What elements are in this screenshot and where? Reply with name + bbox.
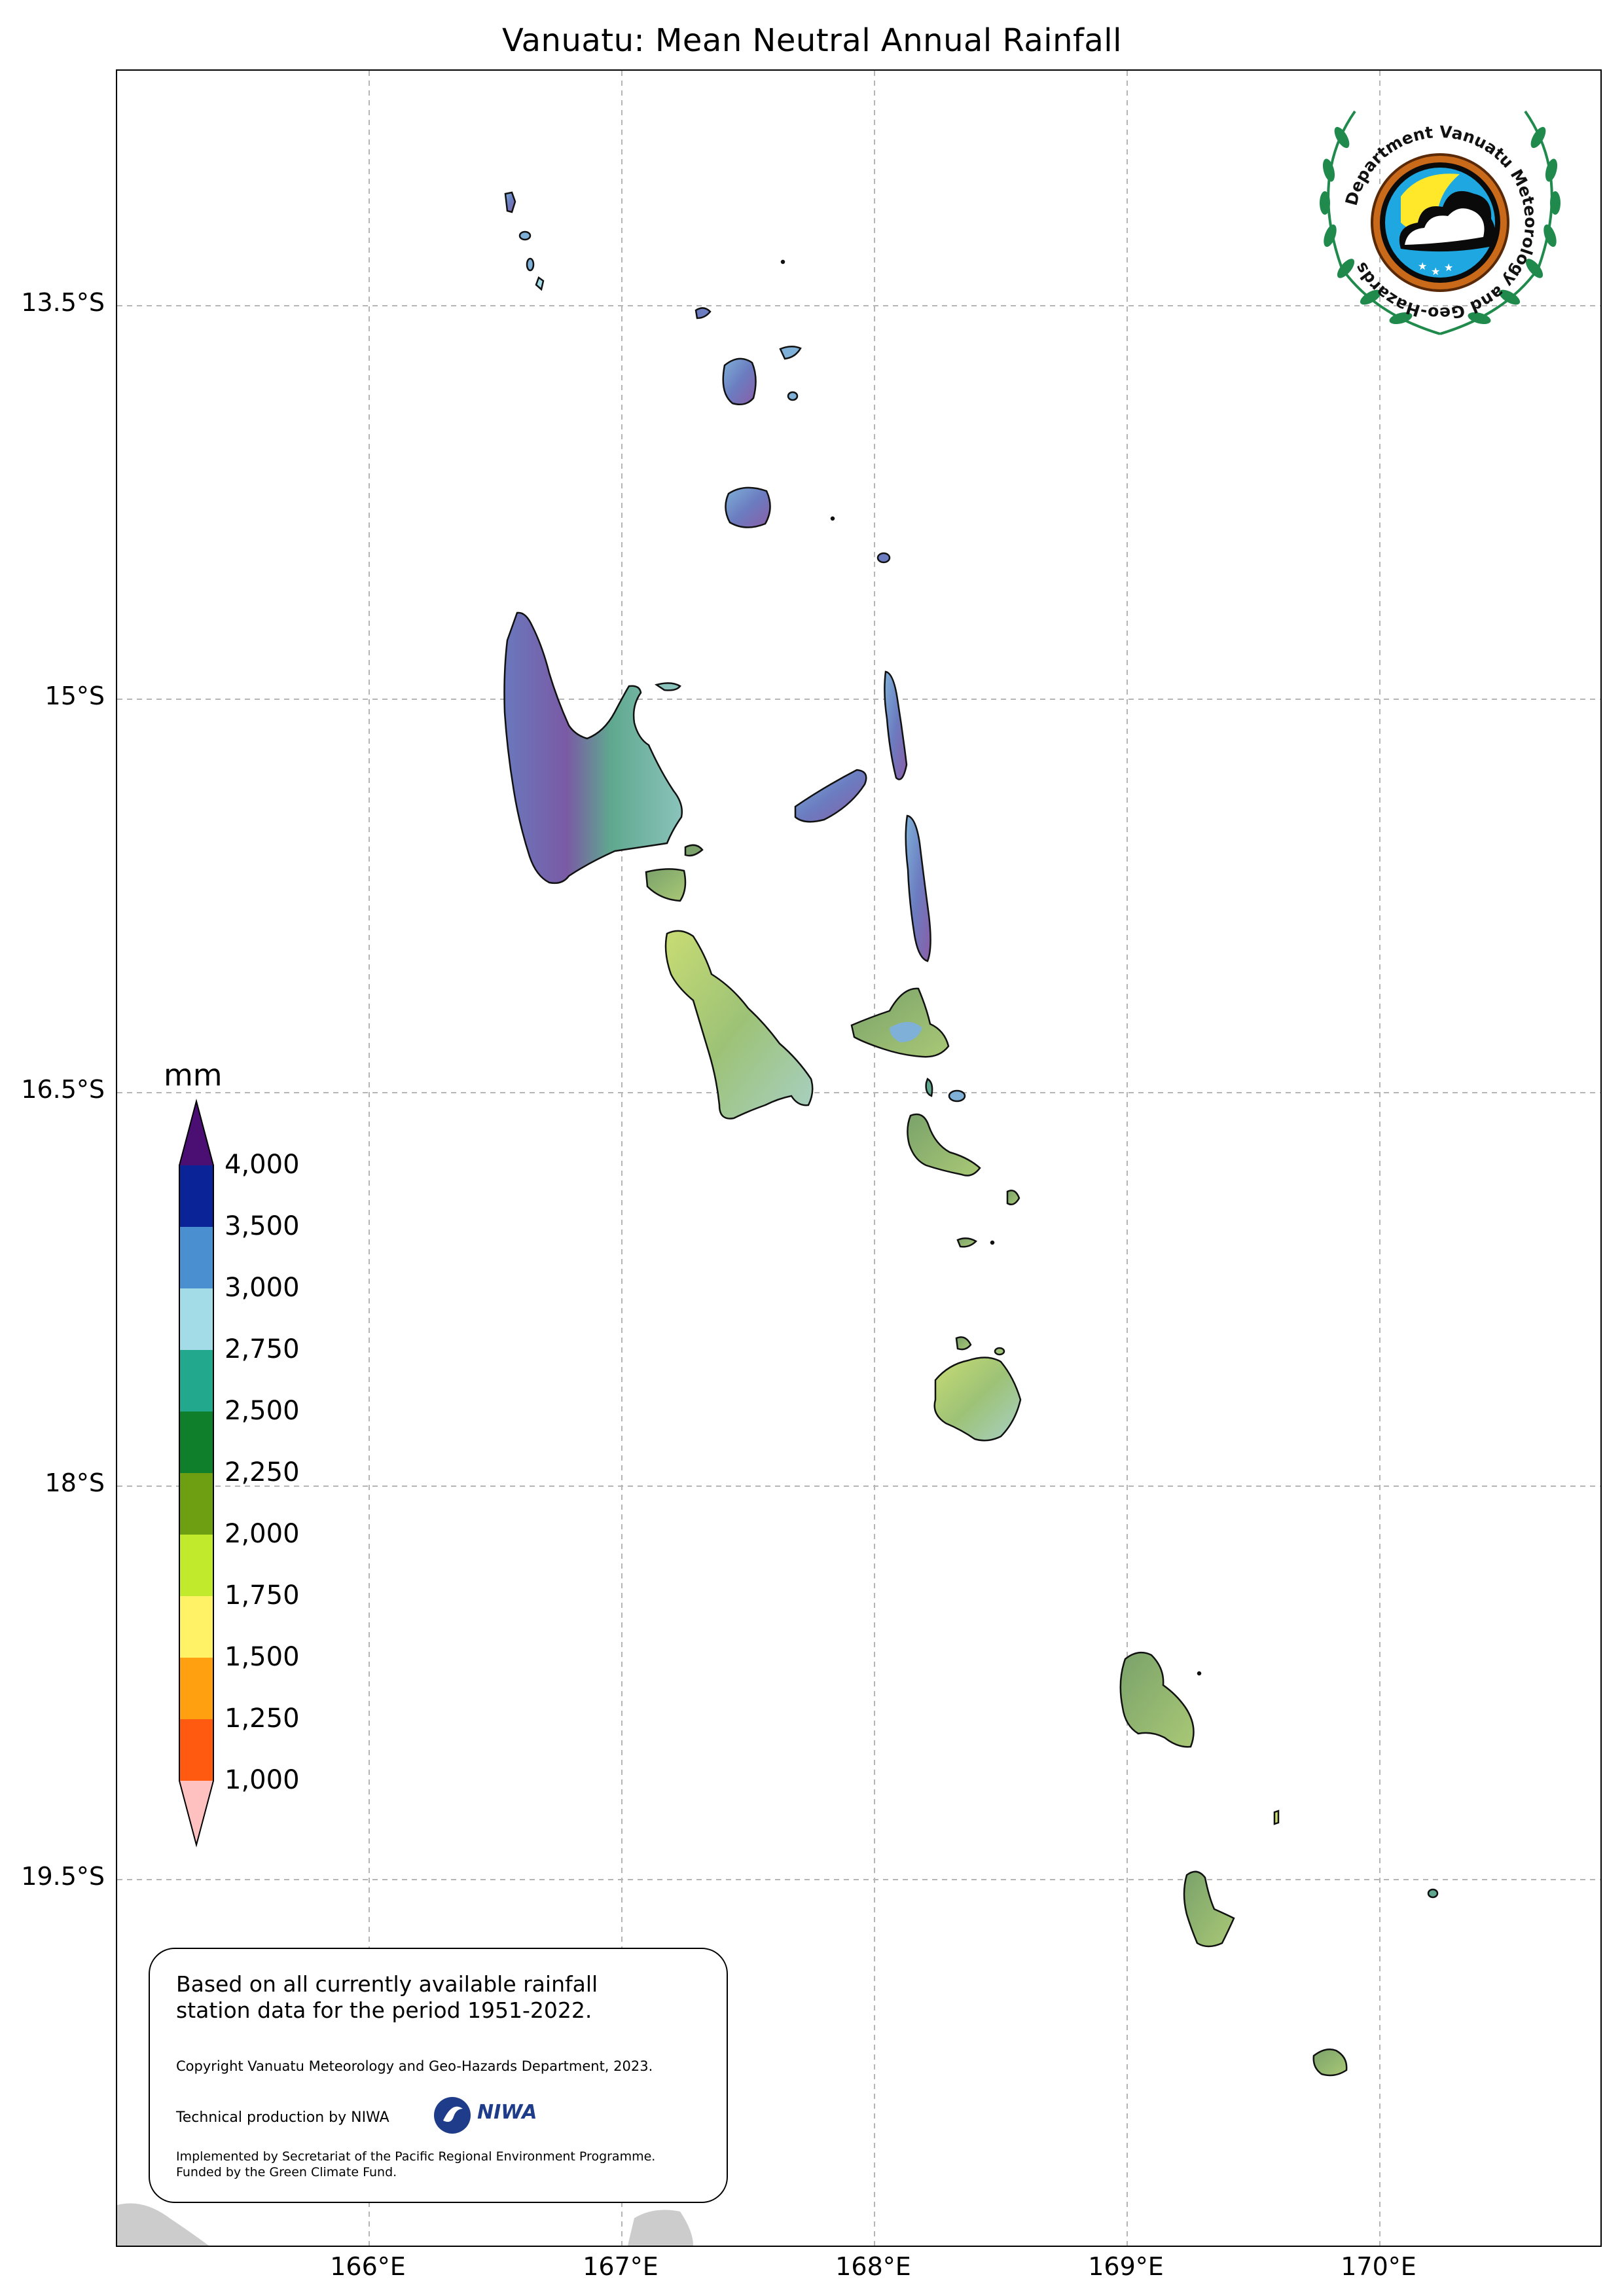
- lat-label-18: 18°S: [45, 1468, 105, 1497]
- island-dot-3: [990, 1240, 995, 1245]
- island-vanua-lava: [722, 357, 757, 405]
- colorbar-segment-2250-2500: [179, 1412, 213, 1473]
- island-dot-4: [1197, 1671, 1202, 1676]
- svg-text:★: ★: [1431, 265, 1440, 278]
- island-efate: [933, 1357, 1022, 1442]
- islands: [503, 191, 1439, 2077]
- island-dot-1: [780, 259, 785, 264]
- colorbar-tick-1000: 1,000: [225, 1765, 300, 1795]
- niwa-wordmark: NIWA: [477, 2101, 537, 2124]
- island-pentecost: [905, 814, 931, 962]
- colorbar-segment-1000-1250: [179, 1719, 213, 1781]
- colorbar-tick-2000: 2,000: [225, 1519, 300, 1549]
- info-copyright: Copyright Vanuatu Meteorology and Geo-Ha…: [176, 2058, 653, 2074]
- colorbar-tick-4000: 4,000: [225, 1150, 300, 1180]
- island-ambrym-highland: [890, 1022, 922, 1042]
- colorbar-tick-2500: 2,500: [225, 1396, 300, 1426]
- island-aniwa: [1273, 1810, 1280, 1825]
- island-mota-lava: [779, 346, 802, 360]
- stars-icon: ★ ★ ★: [1418, 260, 1453, 278]
- island-futuna: [1427, 1888, 1439, 1899]
- island-espiritu-santo: [503, 611, 683, 884]
- colorbar-segment-1500-1750: [179, 1596, 213, 1658]
- lat-label-15: 15°S: [45, 682, 105, 710]
- colorbar-tick-3500: 3,500: [225, 1211, 300, 1241]
- map-title: Vanuatu: Mean Neutral Annual Rainfall: [502, 22, 1122, 59]
- lon-label-169: 169°E: [1088, 2252, 1164, 2281]
- colorbar-segments: [179, 1165, 213, 1781]
- island-maewo: [884, 670, 908, 780]
- island-santo-islet-1: [655, 682, 681, 691]
- island-epi: [907, 1113, 981, 1176]
- island-santo-islet-2: [684, 844, 704, 857]
- land-new-caledonia-2: [628, 2210, 693, 2246]
- cloud-highlight-icon: [1405, 208, 1485, 245]
- map-area: [116, 69, 1602, 2247]
- sun-icon: [1401, 173, 1460, 232]
- colorbar-top-extension: [179, 1101, 213, 1165]
- info-main-text: Based on all currently available rainfal…: [176, 1971, 598, 2023]
- laurel-leaves: [1320, 126, 1561, 325]
- island-torres-3: [526, 257, 535, 272]
- lat-label-13-5: 13.5°S: [21, 288, 105, 317]
- colorbar-bottom-extension: [179, 1781, 213, 1845]
- island-dot-2: [830, 516, 835, 521]
- lat-label-19-5: 19.5°S: [21, 1862, 105, 1891]
- svg-text:★: ★: [1444, 261, 1453, 274]
- map-canvas: [117, 71, 1600, 2246]
- colorbar-tick-2250: 2,250: [225, 1457, 300, 1487]
- colorbar-segment-2000-2250: [179, 1473, 213, 1535]
- island-nguna: [955, 1336, 972, 1351]
- colorbar-segment-1250-1500: [179, 1658, 213, 1719]
- colorbar-tick-1250: 1,250: [225, 1704, 300, 1734]
- island-lopevi: [948, 1089, 966, 1102]
- lon-label-170: 170°E: [1341, 2252, 1416, 2281]
- colorbar-tick-2750: 2,750: [225, 1334, 300, 1364]
- island-ureparapara: [695, 307, 712, 319]
- colorbar-tick-3000: 3,000: [225, 1273, 300, 1303]
- island-emao: [994, 1347, 1005, 1356]
- island-gaua: [725, 486, 771, 528]
- colorbar-segment-3000-3500: [179, 1227, 213, 1288]
- colorbar: [179, 1099, 214, 1848]
- island-tongoa: [1006, 1190, 1020, 1205]
- colorbar-segment-2500-2750: [179, 1350, 213, 1412]
- island-tanna: [1183, 1870, 1235, 1948]
- info-box: Based on all currently available rainfal…: [149, 1948, 728, 2203]
- island-ambae: [794, 769, 867, 823]
- island-malakula: [664, 930, 814, 1120]
- vmgd-logo: Department Vanuatu Meteorology and Geo-H…: [1320, 110, 1561, 335]
- colorbar-unit: mm: [164, 1057, 223, 1093]
- colorbar-outline: [179, 1099, 214, 1848]
- gridlines: [117, 71, 1600, 2246]
- lat-label-16-5: 16.5°S: [21, 1075, 105, 1104]
- colorbar-tick-1500: 1,500: [225, 1642, 300, 1672]
- island-malo: [645, 868, 687, 902]
- svg-text:★: ★: [1418, 260, 1427, 272]
- island-ambrym: [850, 987, 950, 1058]
- island-paama: [925, 1078, 933, 1097]
- info-funding: Implemented by Secretariat of the Pacifi…: [176, 2149, 656, 2179]
- lon-label-168: 168°E: [835, 2252, 911, 2281]
- island-torres-1: [504, 191, 516, 213]
- island-shepherd: [956, 1237, 978, 1248]
- island-aneityum: [1312, 2049, 1348, 2077]
- lon-label-167: 167°E: [583, 2252, 659, 2281]
- info-technical: Technical production by NIWA: [176, 2109, 389, 2126]
- island-torres-2: [518, 230, 532, 241]
- island-islet-1: [787, 391, 799, 401]
- niwa-logo-icon: [434, 2097, 471, 2134]
- island-erromango: [1119, 1651, 1195, 1748]
- colorbar-segment-3500-4000: [179, 1165, 213, 1227]
- island-torres-4: [535, 276, 545, 291]
- colorbar-tick-1750: 1,750: [225, 1580, 300, 1611]
- island-merelava: [876, 552, 891, 564]
- colorbar-segment-1750-2000: [179, 1535, 213, 1596]
- lon-label-166: 166°E: [330, 2252, 406, 2281]
- land-new-caledonia-1: [117, 2203, 209, 2246]
- colorbar-segment-2750-3000: [179, 1288, 213, 1350]
